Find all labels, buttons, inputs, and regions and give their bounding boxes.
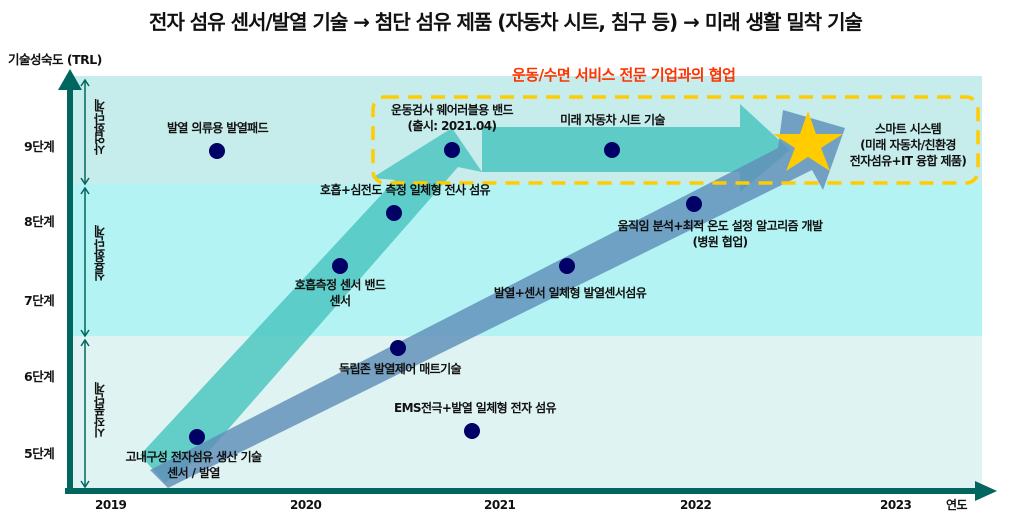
y-axis-arrowhead — [58, 69, 82, 90]
y-axis-title: 기술성숙도 (TRL) — [8, 52, 102, 67]
milestone-label: 독립존 발열제어 매트기술 — [339, 362, 462, 376]
stage-label-commercialization: 사업화단계 — [93, 100, 107, 155]
x-axis-title: 연도 — [946, 498, 968, 512]
y-tick-6: 6단계 — [24, 369, 55, 384]
x-tick-2019: 2019 — [95, 498, 127, 512]
milestone-label: 발열 의류용 발열패드 — [166, 121, 269, 135]
milestone-label: 호흡측정 센서 밴드 센서 — [294, 278, 386, 308]
stage-label-practical: 실용화단계 — [93, 226, 107, 281]
y-tick-5: 5단계 — [24, 446, 55, 461]
milestone-dot — [464, 423, 480, 439]
x-tick-2020: 2020 — [290, 498, 322, 512]
milestone-dot — [386, 205, 402, 221]
milestone-dot — [332, 258, 348, 274]
x-tick-2022: 2022 — [680, 498, 712, 512]
star-icon — [773, 111, 843, 171]
goal-label: 스마트 시스템 (미래 자동차/친환경 전자섬유+IT 융합 제품) — [849, 122, 967, 168]
milestone-label: EMS전극+발열 일체형 전자 섬유 — [393, 401, 557, 415]
milestone-dot — [686, 196, 702, 212]
milestone-label: 고내구성 전자섬유 생산 기술 센서 / 발열 — [125, 450, 262, 480]
milestone-dot — [559, 258, 575, 274]
milestone-label: 운동검사 웨어러블용 밴드 (출시: 2021.04) — [391, 103, 514, 133]
x-axis-arrowhead — [975, 481, 997, 501]
band-practical — [70, 184, 982, 336]
stage-brackets — [80, 78, 90, 489]
milestone-label: 호흡+심전도 측정 일체형 전사 섬유 — [320, 183, 491, 197]
milestone-dot — [604, 142, 620, 158]
milestone-label: 미래 자동차 시트 기술 — [560, 113, 665, 127]
y-tick-9: 9단계 — [24, 139, 55, 154]
milestone-label: 발열+센서 일체형 발열센서섬유 — [493, 286, 647, 300]
milestone-label: 움직임 분석+최적 온도 설정 알고리즘 개발 (병원 협업) — [617, 219, 823, 249]
milestone-dot — [209, 143, 225, 159]
milestone-dot — [390, 340, 406, 356]
teal-horizontal-arrow — [482, 104, 790, 192]
blue-diagonal-arrow — [150, 110, 845, 488]
x-tick-2021: 2021 — [484, 498, 516, 512]
stage-label-prototype: 시작품단계 — [93, 383, 107, 438]
milestone-dot — [189, 429, 205, 445]
x-tick-2023: 2023 — [880, 498, 912, 512]
y-tick-8: 8단계 — [24, 214, 55, 229]
y-axis-line — [67, 88, 73, 491]
collaboration-label: 운동/수면 서비스 전문 기업과의 협업 — [512, 66, 736, 84]
y-tick-7: 7단계 — [24, 293, 55, 308]
milestone-dot — [444, 142, 460, 158]
collaboration-box — [371, 95, 980, 185]
x-axis-line — [65, 488, 977, 494]
diagram-title: 전자 섬유 센서/발열 기술 → 첨단 섬유 제품 (자동차 시트, 침구 등)… — [149, 10, 863, 34]
